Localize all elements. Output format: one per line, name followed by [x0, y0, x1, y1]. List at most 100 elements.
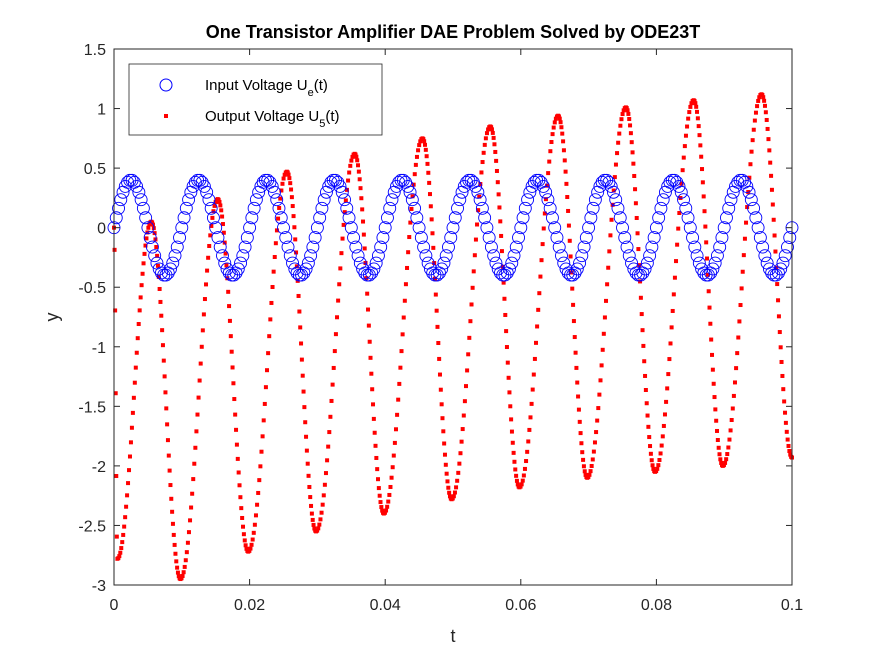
input-voltage-point: [310, 221, 324, 235]
output-voltage-point: [465, 368, 470, 373]
output-voltage-point: [624, 106, 629, 111]
output-voltage-point: [548, 149, 553, 154]
output-voltage-point: [506, 375, 511, 380]
input-voltage-point: [371, 249, 385, 263]
input-voltage-point: [378, 221, 392, 235]
output-voltage-point: [224, 263, 229, 268]
output-voltage-point: [370, 387, 375, 392]
y-tick-label: 1.5: [84, 42, 106, 59]
output-voltage-point: [697, 133, 702, 138]
output-voltage-point: [343, 198, 348, 203]
output-voltage-point: [484, 131, 489, 136]
output-voltage-point: [260, 434, 265, 439]
output-voltage-point: [186, 530, 191, 535]
output-voltage-point: [312, 526, 317, 531]
output-voltage-point: [495, 180, 500, 185]
output-voltage-point: [701, 194, 706, 199]
input-voltage-point: [342, 211, 356, 225]
input-voltage-point: [749, 211, 763, 225]
output-voltage-point: [198, 361, 203, 366]
output-voltage-point: [737, 319, 742, 324]
output-voltage-point: [597, 392, 602, 397]
output-voltage-point: [416, 148, 421, 153]
input-voltage-point: [570, 262, 584, 276]
input-voltage-point: [647, 231, 661, 245]
output-voltage-point: [540, 242, 545, 247]
output-voltage-point: [421, 137, 426, 142]
input-voltage-point: [616, 221, 629, 235]
input-voltage-point: [315, 201, 329, 215]
output-voltage-point: [479, 170, 484, 175]
output-voltage-point: [204, 282, 209, 287]
output-voltage-point: [209, 223, 214, 228]
output-voltage-point: [226, 289, 231, 294]
y-tick-label: -1.5: [78, 399, 106, 416]
output-voltage-point: [280, 181, 285, 186]
output-voltage-point: [518, 484, 523, 489]
y-tick-label: 0: [97, 221, 106, 238]
output-voltage-point: [507, 390, 512, 395]
output-voltage-point: [220, 214, 225, 219]
y-tick-label: -1: [92, 340, 106, 357]
output-voltage-point: [749, 149, 754, 154]
input-voltage-point: [374, 240, 388, 254]
output-voltage-point: [591, 449, 596, 454]
output-voltage-point: [417, 143, 422, 148]
output-voltage-point: [494, 168, 499, 173]
output-voltage-point: [596, 406, 601, 411]
output-voltage-point: [732, 380, 737, 385]
output-voltage-point: [519, 482, 524, 487]
axes-box: [113, 48, 793, 586]
output-voltage-point: [255, 502, 260, 507]
output-voltage-point: [580, 450, 585, 455]
output-voltage-point: [158, 299, 163, 304]
output-voltage-point: [163, 390, 168, 395]
output-voltage-point: [315, 528, 320, 533]
output-voltage-point: [342, 210, 347, 215]
input-voltage-point: [622, 249, 636, 263]
input-voltage-point: [744, 193, 758, 207]
output-voltage-point: [664, 399, 669, 404]
output-voltage-point: [208, 233, 213, 238]
output-voltage-point: [765, 126, 770, 131]
input-voltage-point: [607, 185, 620, 199]
input-voltage-point: [588, 193, 602, 207]
output-voltage-point: [643, 387, 648, 392]
output-voltage-point: [296, 293, 301, 298]
output-voltage-point: [514, 478, 519, 483]
output-voltage-point: [645, 413, 650, 418]
output-voltage-point: [742, 236, 747, 241]
input-voltage-point: [720, 211, 733, 225]
output-voltage-point: [436, 341, 441, 346]
output-voltage-point: [659, 443, 664, 448]
output-voltage-point: [360, 207, 365, 212]
input-voltage-point: [385, 193, 399, 207]
output-voltage-point: [762, 98, 767, 103]
input-voltage-point: [473, 193, 487, 207]
output-voltage-point: [305, 461, 310, 466]
output-voltage-point: [605, 282, 610, 287]
output-voltage-point: [636, 247, 641, 252]
output-voltage-point: [451, 494, 456, 499]
output-voltage-point: [499, 233, 504, 238]
input-voltage-point: [638, 262, 652, 276]
output-voltage-point: [337, 282, 342, 287]
output-voltage-point: [126, 481, 131, 486]
output-voltage-point: [472, 253, 477, 258]
input-voltage-point: [247, 201, 261, 215]
legend-output-main: Output Voltage U: [205, 108, 319, 125]
output-voltage-point: [160, 343, 165, 348]
output-voltage-point: [398, 365, 403, 370]
output-voltage-point: [426, 170, 431, 175]
output-voltage-point: [561, 148, 566, 153]
output-voltage-point: [302, 405, 307, 410]
input-voltage-point: [681, 211, 695, 225]
output-voltage-point: [545, 183, 550, 188]
output-voltage-point: [705, 256, 710, 261]
output-voltage-point: [785, 437, 790, 442]
output-voltage-point: [422, 139, 427, 144]
input-voltage-point: [518, 201, 532, 215]
output-voltage-point: [253, 513, 258, 518]
output-voltage-point: [379, 505, 384, 510]
output-voltage-point: [503, 312, 508, 317]
